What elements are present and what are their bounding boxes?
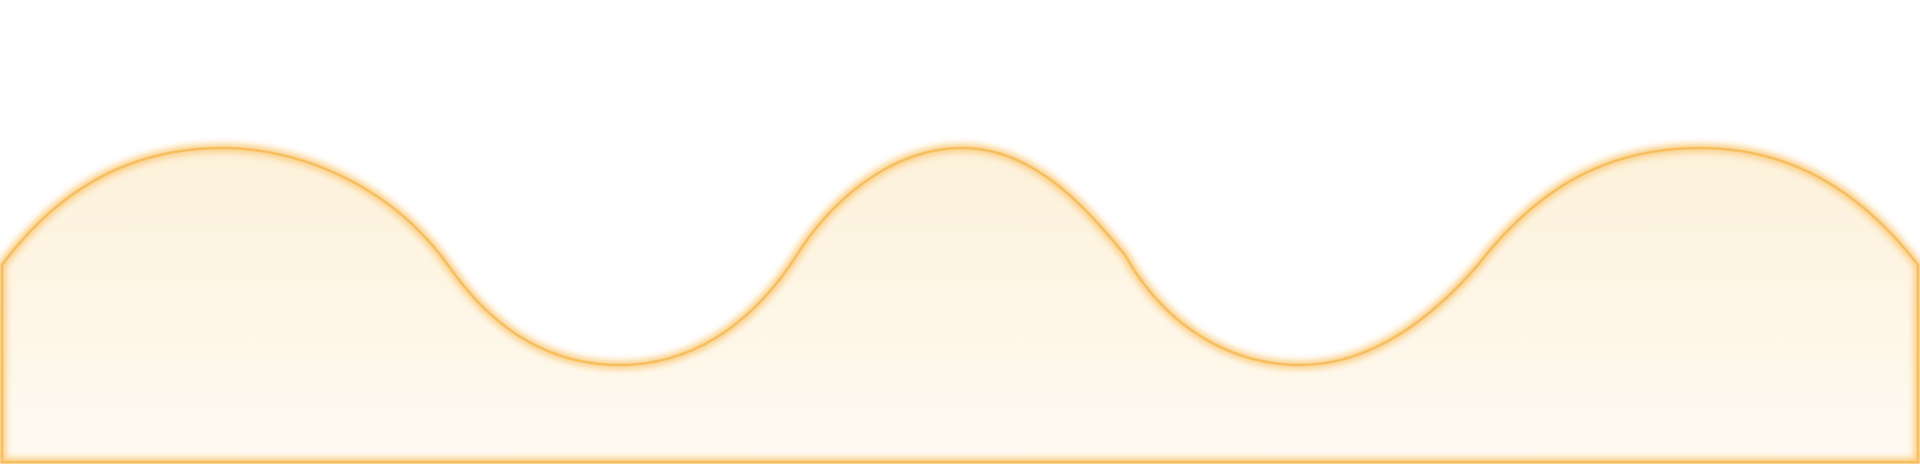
wave-fill-shape <box>2 148 1918 462</box>
wave-outline <box>0 146 1920 464</box>
